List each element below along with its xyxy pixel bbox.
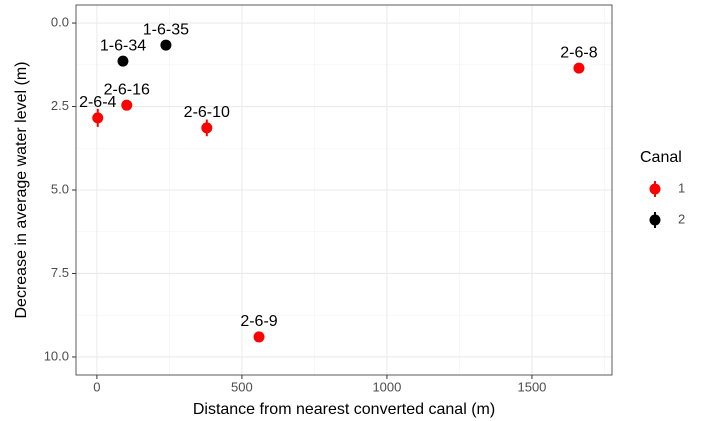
y-tick-label: 7.5 bbox=[51, 265, 69, 280]
legend-label: 2 bbox=[678, 211, 685, 226]
point-label: 2-6-16 bbox=[104, 81, 150, 98]
x-axis-title: Distance from nearest converted canal (m… bbox=[193, 401, 495, 418]
legend-label: 1 bbox=[678, 180, 685, 195]
x-tick-label: 0 bbox=[93, 379, 100, 394]
point bbox=[160, 39, 172, 51]
y-tick-label: 2.5 bbox=[51, 98, 69, 113]
point bbox=[121, 99, 133, 111]
point bbox=[117, 55, 129, 67]
legend-key bbox=[649, 183, 661, 195]
legend-title: Canal bbox=[640, 149, 682, 166]
point bbox=[253, 331, 265, 343]
point bbox=[201, 122, 213, 134]
y-axis-title: Decrease in average water level (m) bbox=[13, 62, 30, 319]
point bbox=[573, 62, 585, 74]
point-label: 2-6-10 bbox=[184, 104, 230, 121]
y-tick-label: 0.0 bbox=[51, 14, 69, 29]
point-label: 1-6-34 bbox=[100, 37, 146, 54]
x-tick-label: 1000 bbox=[372, 379, 401, 394]
x-tick-label: 500 bbox=[231, 379, 253, 394]
legend-key bbox=[649, 214, 661, 226]
y-tick-label: 10.0 bbox=[44, 348, 69, 363]
point-label: 2-6-4 bbox=[79, 94, 116, 111]
plot-border bbox=[75, 4, 613, 376]
point-label: 1-6-35 bbox=[143, 21, 189, 38]
y-tick-label: 5.0 bbox=[51, 181, 69, 196]
point-label: 2-6-9 bbox=[240, 313, 277, 330]
point-label: 2-6-8 bbox=[560, 44, 597, 61]
x-tick-label: 1500 bbox=[517, 379, 546, 394]
point bbox=[92, 112, 104, 124]
